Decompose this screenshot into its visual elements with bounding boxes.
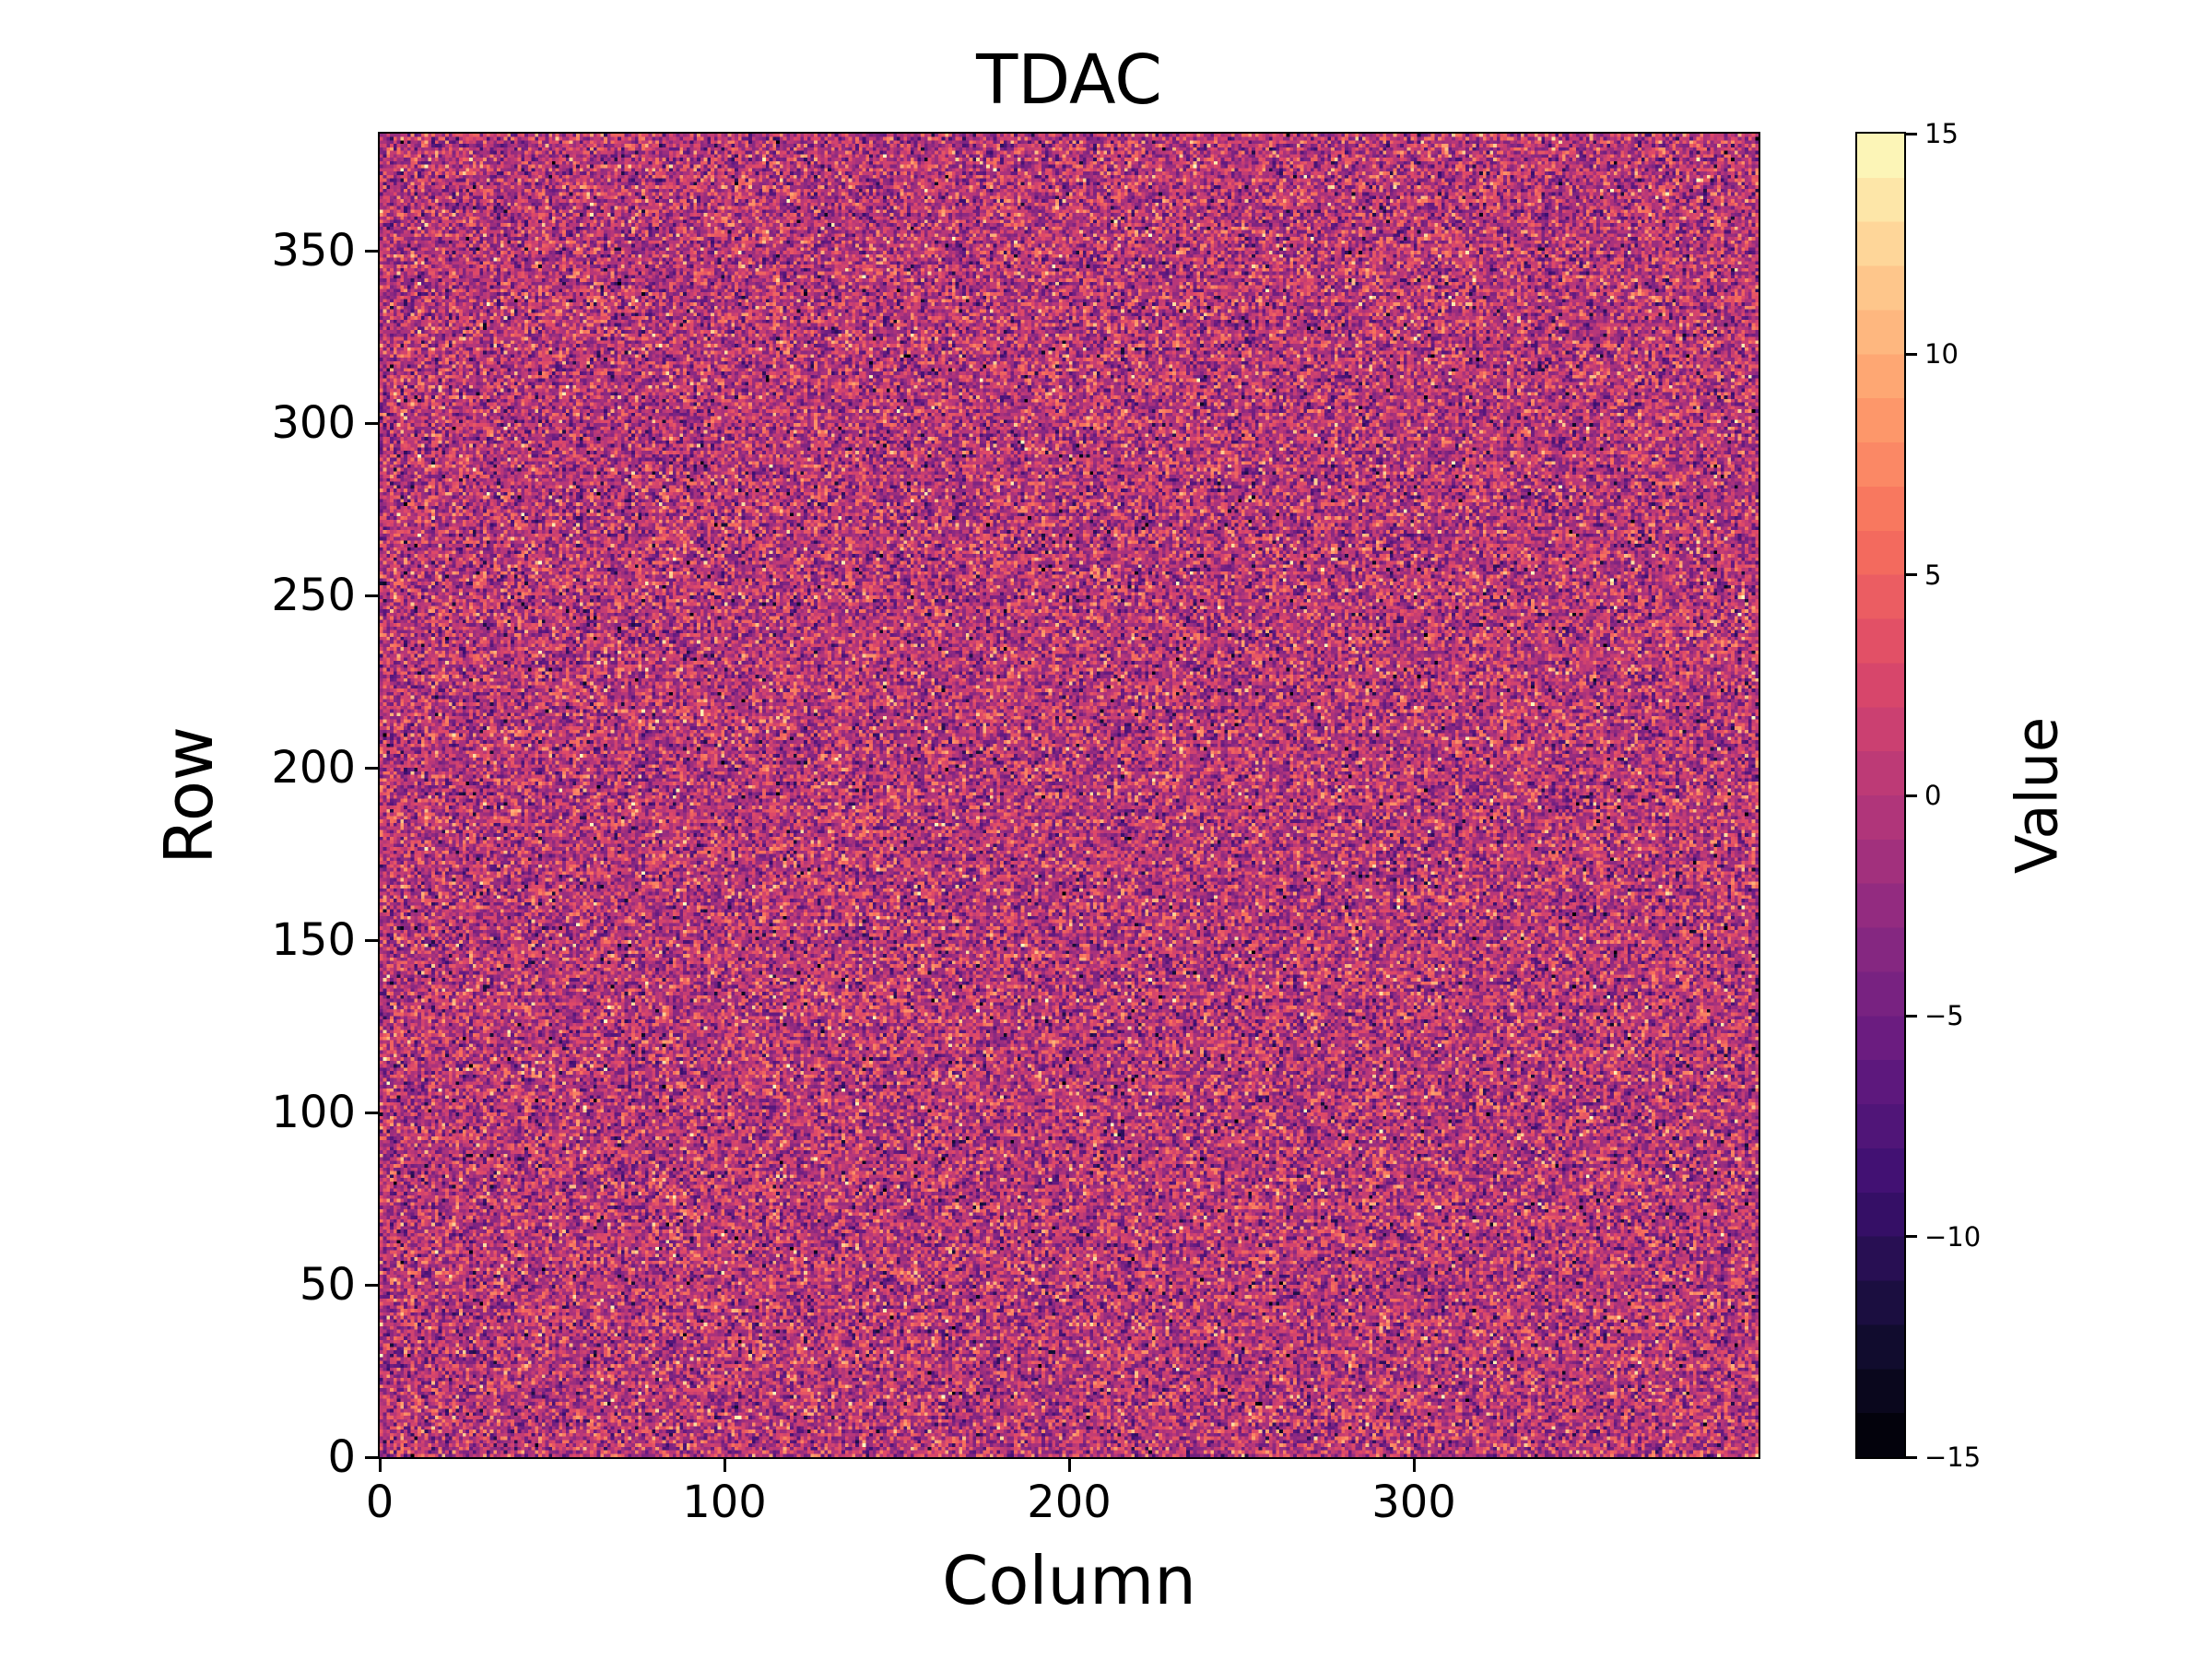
heatmap-canvas [380, 134, 1759, 1457]
y-tick-mark [365, 1455, 378, 1459]
y-tick-mark [365, 766, 378, 770]
colorbar-tick-label: −10 [1924, 1220, 1982, 1253]
y-tick-mark [365, 594, 378, 597]
x-axis-label: Column [942, 1542, 1196, 1619]
colorbar-tick-mark [1906, 1455, 1917, 1459]
y-tick-label: 200 [271, 742, 356, 794]
x-tick-mark [1067, 1459, 1071, 1472]
colorbar-tick-mark [1906, 352, 1917, 356]
x-tick-label: 200 [1027, 1477, 1112, 1528]
axes-border [378, 132, 1760, 1459]
colorbar-tick-label: −15 [1924, 1441, 1982, 1473]
colorbar-tick-mark [1906, 1235, 1917, 1239]
x-tick-mark [1412, 1459, 1416, 1472]
y-tick-mark [365, 421, 378, 425]
x-tick-mark [378, 1459, 382, 1472]
x-tick-label: 100 [682, 1477, 767, 1528]
colorbar-tick-label: 10 [1924, 338, 1959, 371]
y-tick-mark [365, 249, 378, 253]
colorbar-tick-mark [1906, 573, 1917, 577]
chart-title: TDAC [976, 41, 1162, 120]
colorbar-tick-label: 15 [1924, 118, 1959, 149]
x-tick-label: 300 [1371, 1477, 1456, 1528]
y-tick-mark [365, 1111, 378, 1114]
y-tick-mark [365, 938, 378, 942]
y-tick-label: 300 [271, 397, 356, 450]
colorbar-tick-label: 5 [1924, 559, 1942, 591]
colorbar-gradient [1857, 134, 1904, 1457]
y-tick-label: 0 [327, 1431, 356, 1483]
x-tick-label: 0 [365, 1477, 394, 1528]
y-tick-label: 150 [271, 914, 356, 967]
y-tick-mark [365, 1283, 378, 1287]
y-tick-label: 350 [271, 225, 356, 277]
y-tick-label: 50 [299, 1259, 356, 1312]
colorbar-border [1855, 132, 1906, 1459]
colorbar-tick-label: −5 [1924, 1000, 1964, 1032]
colorbar-tick-mark [1906, 132, 1917, 135]
y-tick-label: 100 [271, 1087, 356, 1139]
x-tick-mark [723, 1459, 726, 1472]
colorbar-tick-mark [1906, 1014, 1917, 1018]
colorbar-tick-mark [1906, 794, 1917, 797]
colorbar-tick-label: 0 [1924, 780, 1942, 811]
y-tick-label: 250 [271, 570, 356, 622]
